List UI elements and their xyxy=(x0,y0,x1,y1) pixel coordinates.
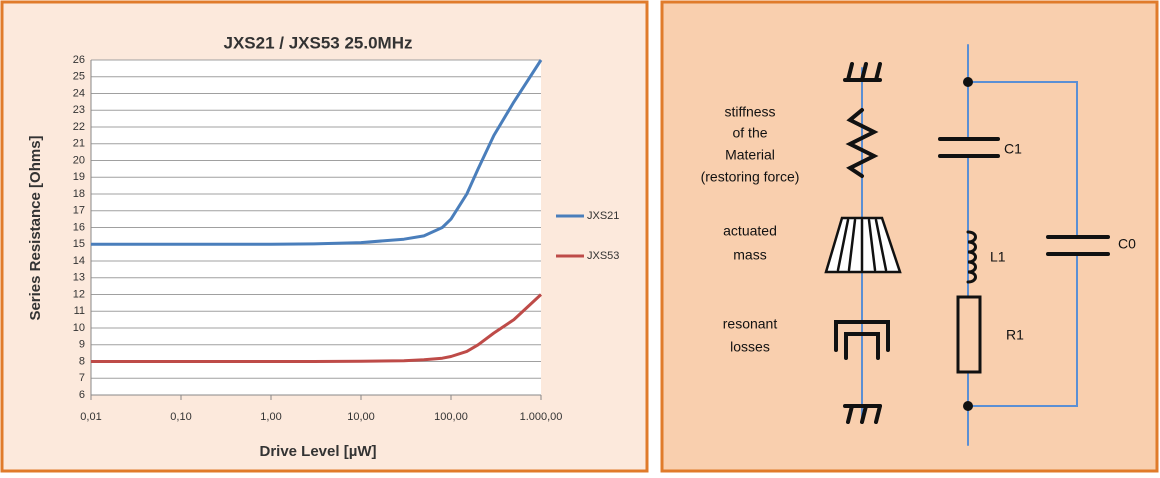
y-tick-label: 12 xyxy=(73,288,85,300)
gap xyxy=(1070,238,1084,252)
y-tick-label: 11 xyxy=(74,305,85,317)
label: Material xyxy=(725,147,775,163)
label: mass xyxy=(733,247,766,263)
gap xyxy=(961,140,975,154)
y-tick-label: 8 xyxy=(79,355,85,367)
label: R1 xyxy=(1006,327,1024,343)
y-tick-label: 18 xyxy=(73,188,85,200)
y-tick-label: 21 xyxy=(73,138,85,150)
y-tick-label: 16 xyxy=(73,221,85,233)
y-tick-label: 26 xyxy=(73,54,85,66)
x-tick-label: 10,00 xyxy=(347,411,375,423)
y-tick-label: 22 xyxy=(73,121,85,133)
chart-title: JXS21 / JXS53 25.0MHz xyxy=(223,33,412,52)
label: resonant xyxy=(723,316,778,332)
legend-label: JXS53 xyxy=(587,250,619,262)
y-tick-label: 6 xyxy=(79,389,85,401)
label: of the xyxy=(732,125,767,141)
resistor xyxy=(958,297,980,372)
x-axis-label: Drive Level [µW] xyxy=(259,443,376,460)
x-tick-label: 0,10 xyxy=(170,411,191,423)
y-tick-label: 13 xyxy=(73,272,85,284)
label: (restoring force) xyxy=(701,169,800,185)
y-tick-label: 23 xyxy=(73,104,85,116)
label: actuated xyxy=(723,223,777,239)
x-tick-label: 0,01 xyxy=(80,411,101,423)
label: C0 xyxy=(1118,236,1136,252)
y-tick-label: 14 xyxy=(73,255,85,267)
legend-label: JXS21 xyxy=(587,210,619,222)
y-tick-label: 17 xyxy=(73,205,85,217)
y-tick-label: 20 xyxy=(73,154,85,166)
x-tick-label: 1.000,00 xyxy=(520,411,563,423)
y-tick-label: 15 xyxy=(73,238,85,250)
y-tick-label: 7 xyxy=(79,372,85,384)
y-tick-label: 25 xyxy=(73,71,85,83)
y-tick-label: 19 xyxy=(73,171,85,183)
label: stiffness xyxy=(724,104,775,120)
label: C1 xyxy=(1004,141,1022,157)
label: losses xyxy=(730,339,770,355)
y-tick-label: 10 xyxy=(73,322,85,334)
node xyxy=(963,401,973,411)
page: JXS21 / JXS53 25.0MHz Drive Level [µW] S… xyxy=(0,0,1160,473)
y-axis-label: Series Resistance [Ohms] xyxy=(27,135,44,320)
x-tick-label: 1,00 xyxy=(260,411,281,423)
label: L1 xyxy=(990,249,1006,265)
y-tick-label: 9 xyxy=(79,339,85,351)
node xyxy=(963,77,973,87)
y-tick-label: 24 xyxy=(73,87,85,99)
x-tick-label: 100,00 xyxy=(434,411,468,423)
